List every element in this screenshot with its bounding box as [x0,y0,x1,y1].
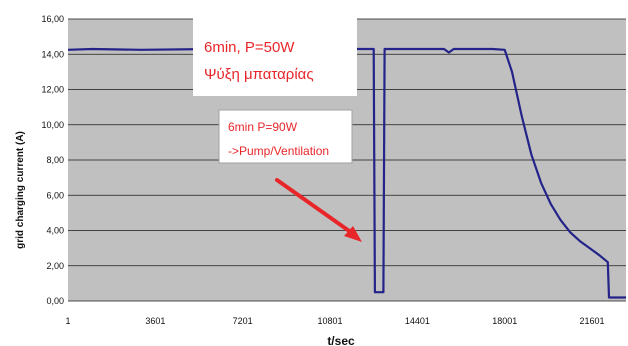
x-axis-label: t/sec [327,334,355,346]
x-tick-label: 18001 [492,316,517,326]
y-tick-label: 0,00 [46,296,64,306]
x-tick-label: 1 [65,316,70,326]
x-axis-ticks: 1 3601 7201 10801 14401 18001 21601 [65,316,604,326]
annotation-arrow [275,178,362,242]
y-tick-label: 10,00 [41,120,64,130]
y-tick-label: 6,00 [46,190,64,200]
y-axis-label: grid charging current (A) [15,131,26,249]
y-tick-label: 8,00 [46,155,64,165]
annotation-box-1: 6min, P=50W Ψύξη μπαταρίας [193,12,357,96]
y-tick-label: 16,00 [41,14,64,24]
x-tick-label: 21601 [580,316,605,326]
annotation-2-line-1: 6min P=90W [228,120,298,134]
y-axis-ticks: 0,00 2,00 4,00 6,00 8,00 10,00 12,00 14,00 16,00 [41,14,64,306]
y-tick-label: 2,00 [46,261,64,271]
x-tick-label: 10801 [318,316,343,326]
annotation-2-line-2: ->Pump/Ventilation [228,144,329,158]
y-tick-label: 14,00 [41,49,64,59]
annotation-1-line-1: 6min, P=50W [204,39,295,56]
annotation-1-line-2: Ψύξη μπαταρίας [204,66,314,83]
y-tick-label: 12,00 [41,85,64,95]
annotation-box-2: 6min P=90W ->Pump/Ventilation [218,109,353,164]
x-tick-label: 3601 [145,316,165,326]
x-tick-label: 14401 [405,316,430,326]
y-tick-label: 4,00 [46,226,64,236]
x-tick-label: 7201 [233,316,253,326]
